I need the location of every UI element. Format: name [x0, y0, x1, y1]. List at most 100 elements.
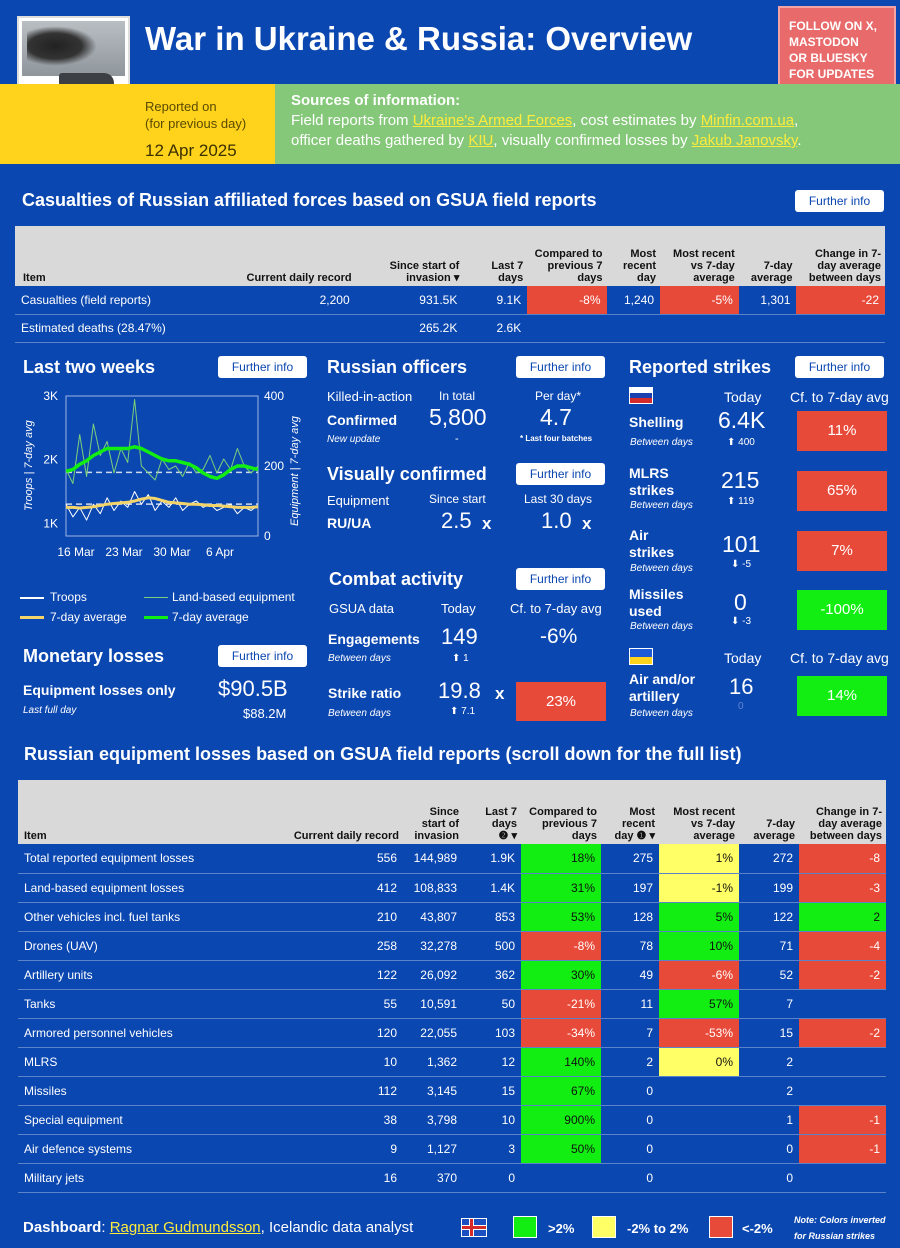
visual-title: Visually confirmed [327, 464, 487, 484]
sources-text: Sources of information: Field reports fr… [291, 91, 891, 151]
cell-vs-avg [659, 1134, 739, 1164]
strikes-today-label: Today [724, 389, 762, 405]
col-recent[interactable]: Most recent day [622, 248, 657, 284]
cell-vs-avg [659, 1163, 739, 1193]
strike-value: 215 [721, 467, 760, 493]
col-vs-avg[interactable]: Most recent vs 7-day average [673, 806, 735, 842]
combat-eng-delta: ⬆ 1 [452, 653, 469, 664]
strike-between: Between days [630, 500, 693, 511]
strike-delta: ⬇ -3 [731, 616, 751, 627]
monetary-further-info-button[interactable]: Further info [218, 645, 307, 667]
combat-engagements: Engagements [328, 631, 420, 647]
table-row: MLRS 10 1,362 12 140% 2 0% 2 [18, 1047, 886, 1077]
col-change[interactable]: Change in 7-day average between days [808, 248, 881, 284]
cell-recent: 1,240 [606, 286, 661, 315]
follow-line: FOLLOW ON X, [789, 19, 877, 33]
ua-between: Between days [630, 708, 693, 719]
cell-item: Special equipment [18, 1105, 258, 1135]
chart-plot-frame [65, 395, 259, 537]
link-kiu[interactable]: KIU [468, 132, 494, 149]
ua-value: 16 [729, 674, 754, 699]
cell-last7: 1.4K [463, 873, 521, 903]
legend-equipment-avg: 7-day average [172, 610, 249, 624]
strike-delta-value: 119 [738, 496, 755, 507]
monetary-label: Equipment losses only [23, 682, 176, 698]
cell-since: 3,145 [403, 1076, 463, 1106]
col-last7-label: Last 7 days [485, 806, 517, 830]
sources-text-part: , visually confirmed losses by [493, 132, 692, 149]
combat-sr-cf: 23% [516, 682, 606, 721]
visual-further-info-button[interactable]: Further info [516, 463, 605, 485]
cell-compared: 900% [521, 1105, 601, 1135]
flag-cross-red-h [462, 1226, 486, 1229]
sources-text-part: , [794, 112, 799, 129]
combat-further-info-button[interactable]: Further info [516, 568, 605, 590]
col-avg[interactable]: 7-day average [753, 818, 795, 842]
author-link[interactable]: Ragnar Gudmundsson [109, 1219, 261, 1236]
col-last7[interactable]: Last 7 days [491, 260, 524, 284]
link-jakub-janovsky[interactable]: Jakub Janovsky [691, 132, 798, 149]
cell-avg: 15 [739, 1018, 799, 1048]
cell-since: 26,092 [403, 960, 463, 990]
sources-text-part: , cost estimates by [572, 112, 701, 129]
col-item[interactable]: Item [23, 272, 46, 284]
cell-last7: 9.1K [463, 286, 528, 315]
cell-compared: -8% [521, 931, 601, 961]
sort-down-icon: ▾ [453, 272, 460, 284]
link-minfin[interactable]: Minfin.com.ua [700, 112, 795, 129]
info-icon: ❷ ▾ [498, 830, 517, 842]
combat-title: Combat activity [329, 569, 464, 589]
col-record[interactable]: Current daily record [293, 830, 399, 842]
officers-total-delta: - [455, 433, 459, 445]
report-date-panel [0, 84, 275, 164]
combat-gsua-label: GSUA data [329, 601, 395, 616]
col-record[interactable]: Current daily record [246, 272, 352, 284]
strike-delta: ⬇ -5 [731, 559, 751, 570]
arrow-up-icon: ⬆ [727, 437, 736, 448]
col-recent[interactable]: Most recent day ❶ ▾ [601, 780, 659, 844]
col-since[interactable]: Since start of invasion [414, 806, 459, 842]
follow-banner[interactable]: FOLLOW ON X, MASTODON OR BLUESKY FOR UPD… [778, 6, 896, 92]
cell-vs-avg: 57% [659, 989, 739, 1019]
combat-today-label: Today [441, 601, 476, 616]
ua-today-label: Today [724, 650, 762, 666]
cell-record: 120 [258, 1018, 403, 1048]
cell-avg: 52 [739, 960, 799, 990]
col-change[interactable]: Change in 7-day average between days [809, 806, 882, 842]
col-compared[interactable]: Compared to previous 7 days [534, 248, 603, 284]
strike-cf: -100% [797, 590, 887, 630]
iceland-flag-icon [461, 1218, 487, 1237]
col-compared[interactable]: Compared to previous 7 days [529, 806, 597, 842]
officers-further-info-button[interactable]: Further info [516, 356, 605, 378]
combat-eng-value: 149 [441, 624, 478, 649]
cell-record: 556 [258, 844, 403, 874]
table-row: Air defence systems 9 1,127 3 50% 0 0 -1 [18, 1134, 886, 1164]
casualties-further-info-button[interactable]: Further info [795, 190, 884, 212]
col-avg[interactable]: 7-day average [750, 260, 793, 284]
footer-colon: : [101, 1219, 110, 1236]
arrow-down-icon: ⬇ [731, 559, 740, 570]
follow-line: MASTODON [789, 35, 859, 49]
y-right-tick: 0 [264, 529, 271, 543]
combat-strike-ratio: Strike ratio [328, 685, 402, 701]
cell-since: 1,127 [403, 1134, 463, 1164]
cell-compared: 140% [521, 1047, 601, 1077]
table-row: Total reported equipment losses 556 144,98… [18, 844, 886, 874]
col-vs-avg[interactable]: Most recent vs 7-day average [673, 248, 735, 284]
reported-line: Reported on [145, 99, 217, 114]
strikes-further-info-button[interactable]: Further info [795, 356, 884, 378]
cell-record: 412 [258, 873, 403, 903]
col-item[interactable]: Item [24, 830, 47, 842]
link-ukraine-armed-forces[interactable]: Ukraine's Armed Forces [412, 112, 573, 129]
col-since[interactable]: Since start of invasion ▾ [356, 226, 464, 286]
x-tick: 23 Mar [105, 545, 142, 559]
cell-item: Land-based equipment losses [18, 873, 258, 903]
cell-recent: 0 [601, 1105, 659, 1135]
legend-red-swatch [709, 1216, 733, 1238]
legend-equipment-avg-swatch [144, 616, 168, 619]
two-weeks-further-info-button[interactable]: Further info [218, 356, 307, 378]
cell-avg: 199 [739, 873, 799, 903]
table-row: Special equipment 38 3,798 10 900% 0 1 -1 [18, 1105, 886, 1135]
reported-label: Reported on (for previous day) [145, 98, 246, 132]
col-last7[interactable]: Last 7 days ❷ ▾ [463, 780, 521, 844]
